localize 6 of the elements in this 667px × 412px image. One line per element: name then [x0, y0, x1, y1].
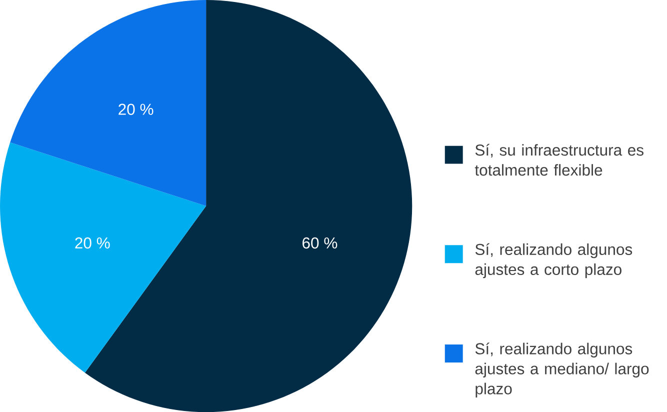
data-label: 20 % [118, 104, 154, 115]
data-label: 60 % [302, 237, 338, 249]
legend-label: Sí, realizando algunos ajustes a corto plazo [475, 243, 632, 278]
legend-label: Sí, realizando algunos ajustes a mediano/ largo plazo [475, 342, 649, 398]
data-label: 20 % [75, 237, 110, 249]
legend-label: Sí, su infraestructura es totalmente flexible [474, 144, 644, 176]
